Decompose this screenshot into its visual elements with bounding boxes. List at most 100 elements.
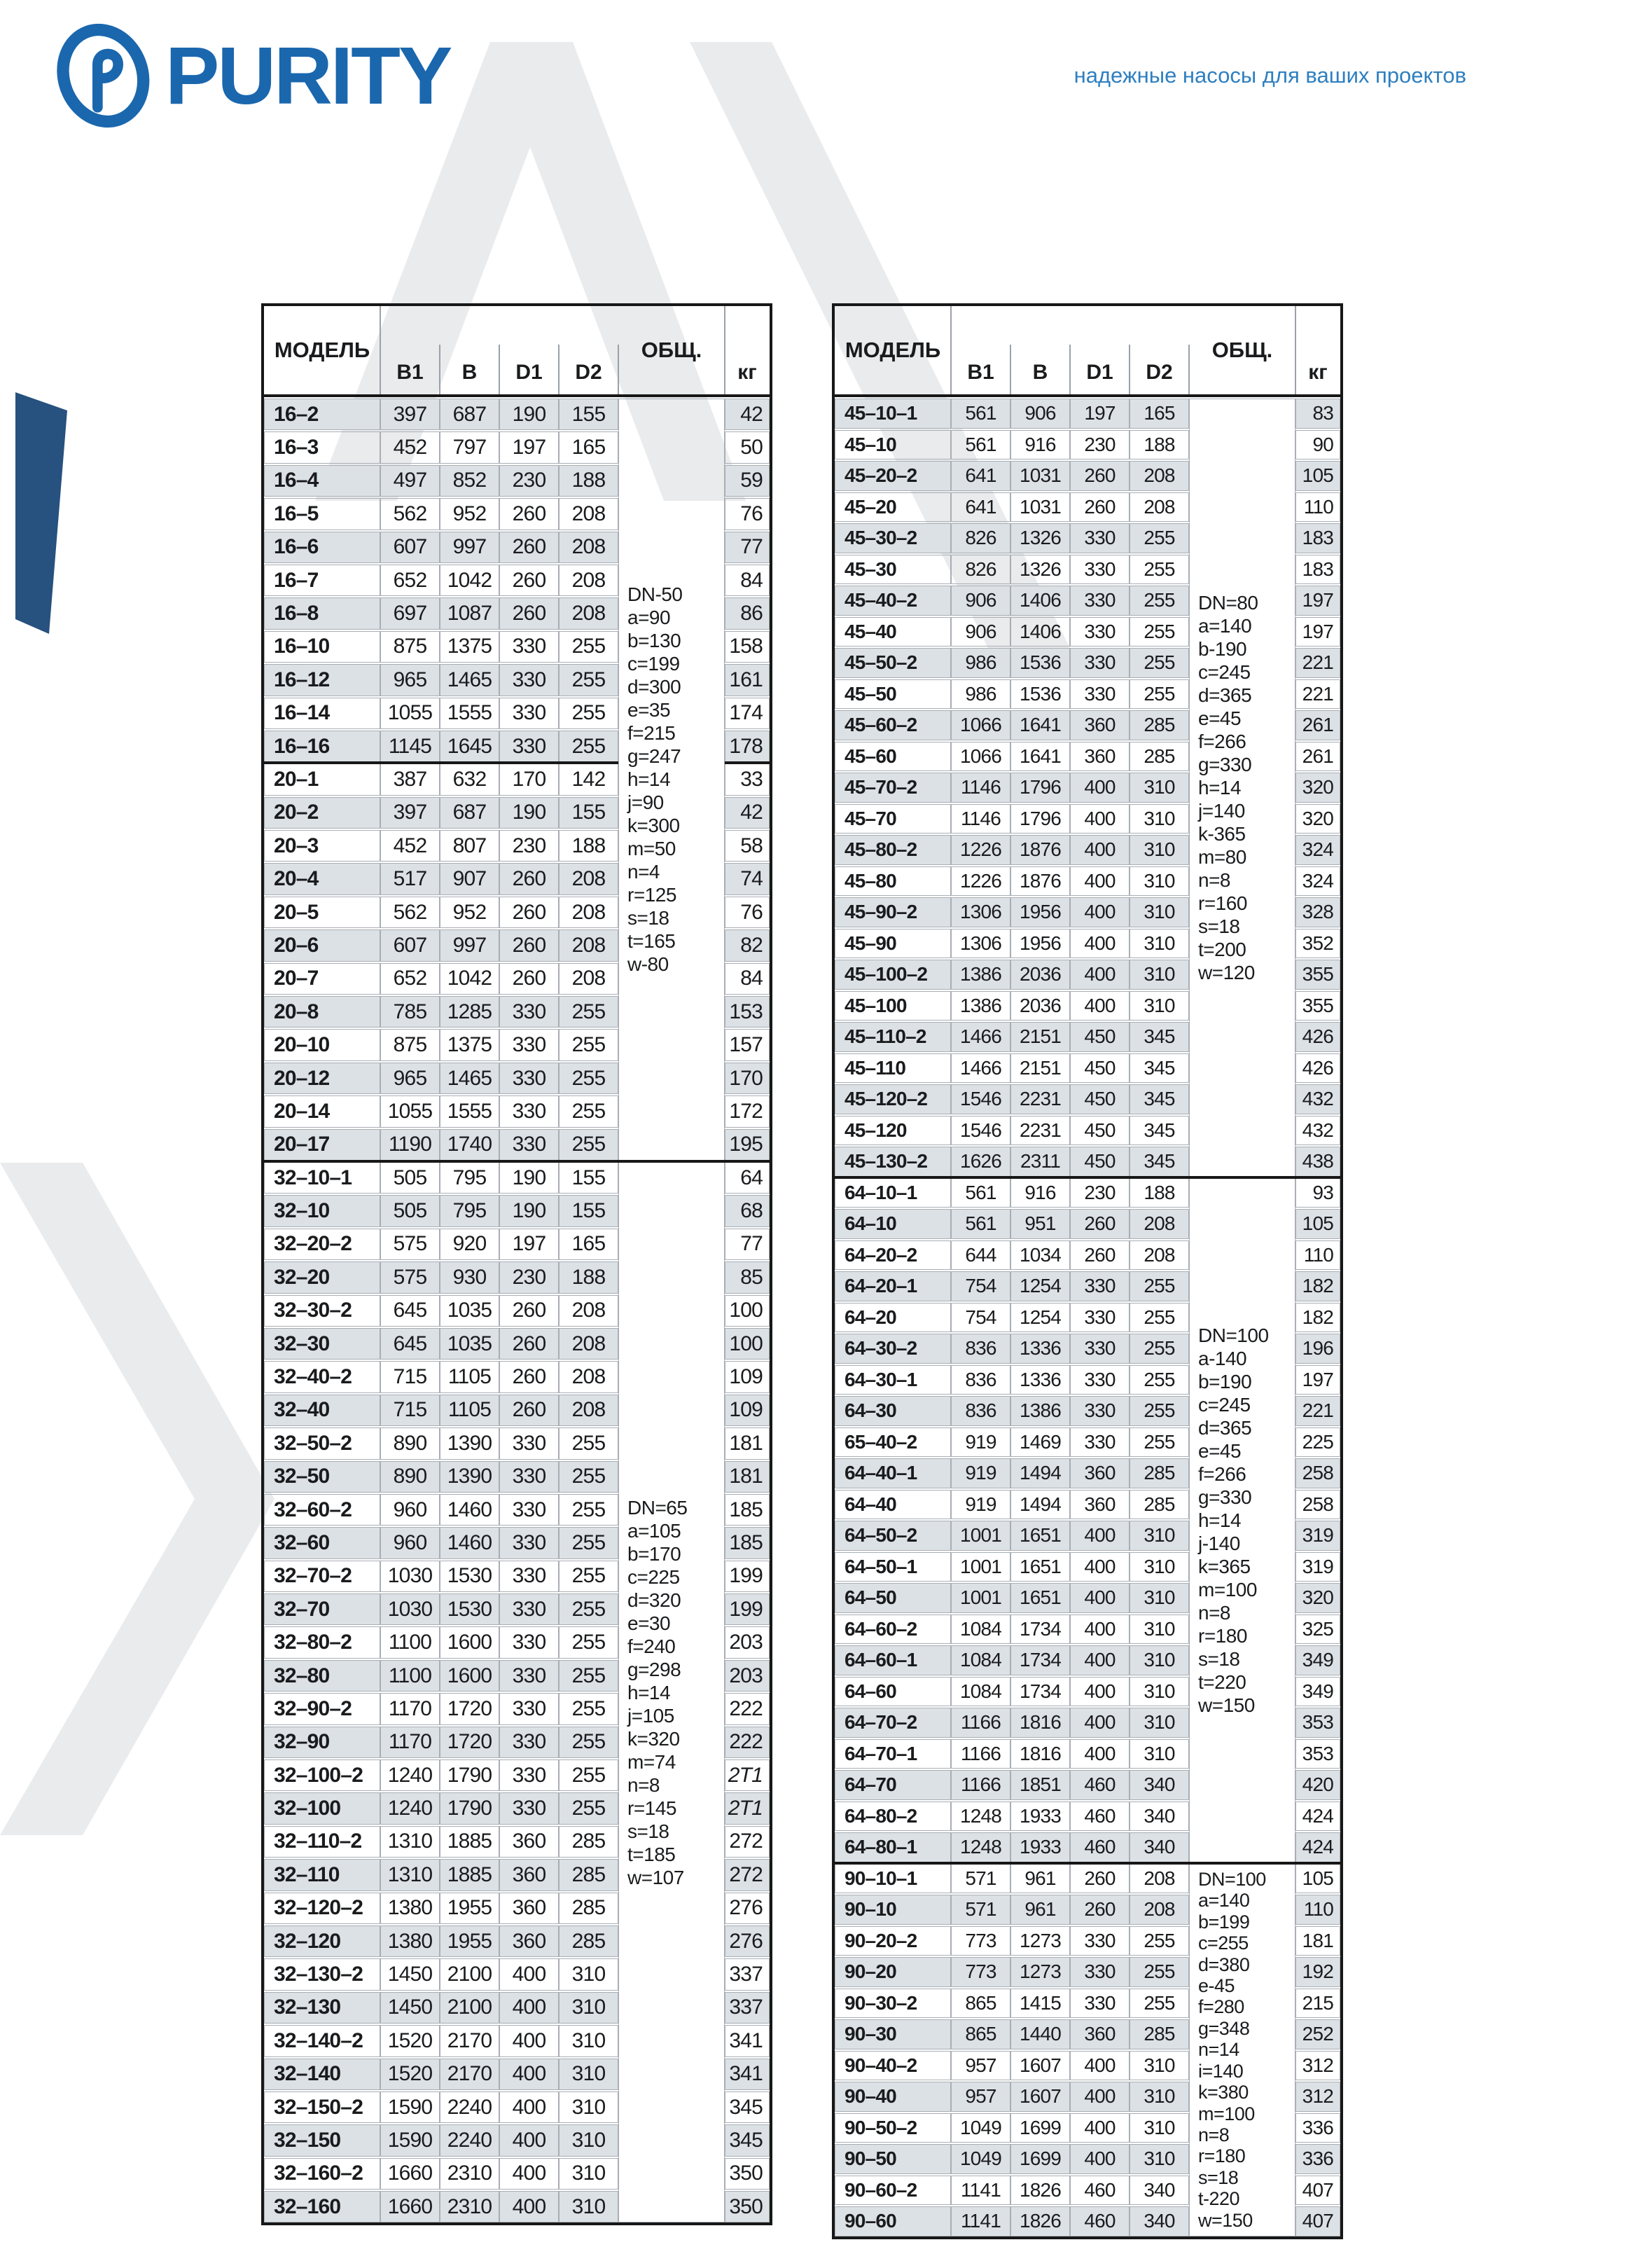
b1-cell: 875 bbox=[380, 1029, 440, 1061]
b-cell: 1651 bbox=[1010, 1521, 1070, 1551]
b-cell: 1336 bbox=[1010, 1364, 1070, 1395]
model-cell: 45–80 bbox=[835, 866, 951, 896]
model-cell: 64–70 bbox=[835, 1770, 951, 1800]
d2-cell: 340 bbox=[1130, 1770, 1189, 1800]
kg-cell: 33 bbox=[725, 763, 770, 796]
kg-cell: 355 bbox=[1295, 960, 1340, 990]
col-header-d2: D2 bbox=[1146, 361, 1173, 384]
d1-cell: 450 bbox=[1070, 1115, 1130, 1145]
d2-cell: 340 bbox=[1130, 2206, 1189, 2236]
model-cell: 64–80–2 bbox=[835, 1801, 951, 1831]
kg-cell: 172 bbox=[725, 1095, 770, 1128]
b1-cell: 1590 bbox=[380, 2124, 440, 2157]
model-cell: 32–10 bbox=[264, 1195, 380, 1227]
d2-cell: 310 bbox=[559, 1991, 618, 2024]
b1-cell: 1170 bbox=[380, 1726, 440, 1759]
model-cell: 32–100–2 bbox=[264, 1759, 380, 1792]
b1-cell: 1306 bbox=[951, 928, 1010, 958]
b-cell: 952 bbox=[440, 896, 499, 929]
d2-cell: 208 bbox=[1130, 1209, 1189, 1239]
model-cell: 20–17 bbox=[264, 1128, 380, 1161]
b1-cell: 1049 bbox=[951, 2113, 1010, 2143]
b1-cell: 452 bbox=[380, 830, 440, 862]
kg-cell: 353 bbox=[1295, 1738, 1340, 1769]
b-cell: 961 bbox=[1010, 1863, 1070, 1893]
b-cell: 1285 bbox=[440, 996, 499, 1028]
kg-cell: 222 bbox=[725, 1726, 770, 1759]
model-cell: 90–10 bbox=[835, 1895, 951, 1925]
kg-cell: 319 bbox=[1295, 1551, 1340, 1582]
kg-cell: 438 bbox=[1295, 1147, 1340, 1177]
d2-cell: 310 bbox=[1130, 803, 1189, 834]
d2-cell: 310 bbox=[559, 2191, 618, 2223]
d1-cell: 230 bbox=[499, 830, 559, 862]
d1-cell: 330 bbox=[1070, 586, 1130, 616]
model-cell: 32–130 bbox=[264, 1991, 380, 2024]
dimensions-note: DN=65 a=105 b=170 c=225 d=320 e=30 f=240… bbox=[618, 1161, 725, 2223]
kg-cell: 105 bbox=[1295, 1863, 1340, 1893]
d2-cell: 255 bbox=[559, 697, 618, 729]
b-cell: 916 bbox=[1010, 429, 1070, 459]
d1-cell: 360 bbox=[1070, 1489, 1130, 1519]
b-cell: 1034 bbox=[1010, 1240, 1070, 1270]
d2-cell: 155 bbox=[559, 1195, 618, 1227]
b1-cell: 1001 bbox=[951, 1583, 1010, 1613]
b1-cell: 773 bbox=[951, 1957, 1010, 1987]
model-cell: 32–120–2 bbox=[264, 1892, 380, 1924]
d1-cell: 330 bbox=[499, 1427, 559, 1460]
b1-cell: 575 bbox=[380, 1228, 440, 1261]
d1-cell: 360 bbox=[499, 1825, 559, 1858]
kg-cell: 77 bbox=[725, 531, 770, 563]
d2-cell: 255 bbox=[559, 1062, 618, 1095]
b1-cell: 641 bbox=[951, 492, 1010, 522]
kg-cell: 328 bbox=[1295, 897, 1340, 927]
d2-cell: 208 bbox=[1130, 1895, 1189, 1925]
model-cell: 20–12 bbox=[264, 1062, 380, 1095]
model-cell: 90–30 bbox=[835, 2019, 951, 2049]
b1-cell: 826 bbox=[951, 554, 1010, 584]
d1-cell: 330 bbox=[499, 1527, 559, 1559]
d1-cell: 260 bbox=[1070, 1209, 1130, 1239]
table-body-left: 16–2 397 687 190 155 42 16–3 452 797 197 165 50 16–4… bbox=[264, 397, 770, 2223]
b1-cell: 607 bbox=[380, 929, 440, 962]
b1-cell: 1100 bbox=[380, 1626, 440, 1659]
b-cell: 952 bbox=[440, 498, 499, 530]
kg-cell: 426 bbox=[1295, 1053, 1340, 1083]
b-cell: 807 bbox=[440, 830, 499, 862]
d2-cell: 255 bbox=[1130, 586, 1189, 616]
kg-cell: 420 bbox=[1295, 1770, 1340, 1800]
kg-cell: 272 bbox=[725, 1825, 770, 1858]
kg-cell: 225 bbox=[1295, 1427, 1340, 1457]
table-header-left: МОДЕЛЬ B1 B D1 D2 ОБЩ. кг bbox=[264, 306, 770, 397]
col-header-b: B bbox=[1032, 361, 1048, 384]
kg-cell: 352 bbox=[1295, 928, 1340, 958]
kg-cell: 432 bbox=[1295, 1084, 1340, 1114]
kg-cell: 350 bbox=[725, 2157, 770, 2190]
col-header-kg: кг bbox=[737, 361, 757, 384]
model-cell: 90–40–2 bbox=[835, 2050, 951, 2080]
kg-cell: 221 bbox=[1295, 648, 1340, 678]
d2-cell: 208 bbox=[559, 1327, 618, 1360]
d1-cell: 400 bbox=[1070, 897, 1130, 927]
b-cell: 1406 bbox=[1010, 616, 1070, 646]
col-header-obsh: ОБЩ. bbox=[641, 338, 702, 362]
kg-cell: 203 bbox=[725, 1659, 770, 1692]
d1-cell: 197 bbox=[499, 1228, 559, 1261]
kg-cell: 182 bbox=[1295, 1271, 1340, 1301]
d2-cell: 208 bbox=[1130, 492, 1189, 522]
d2-cell: 310 bbox=[1130, 1708, 1189, 1738]
d2-cell: 340 bbox=[1130, 1832, 1189, 1862]
d2-cell: 208 bbox=[1130, 461, 1189, 491]
d2-cell: 310 bbox=[1130, 1614, 1189, 1644]
b-cell: 1955 bbox=[440, 1892, 499, 1924]
d1-cell: 330 bbox=[1070, 1302, 1130, 1332]
b1-cell: 1386 bbox=[951, 990, 1010, 1021]
kg-cell: 58 bbox=[725, 830, 770, 862]
kg-cell: 197 bbox=[1295, 1364, 1340, 1395]
b1-cell: 960 bbox=[380, 1493, 440, 1526]
kg-cell: 349 bbox=[1295, 1676, 1340, 1706]
b-cell: 1326 bbox=[1010, 554, 1070, 584]
b-cell: 1734 bbox=[1010, 1614, 1070, 1644]
d2-cell: 255 bbox=[559, 1593, 618, 1626]
d2-cell: 165 bbox=[1130, 399, 1189, 429]
